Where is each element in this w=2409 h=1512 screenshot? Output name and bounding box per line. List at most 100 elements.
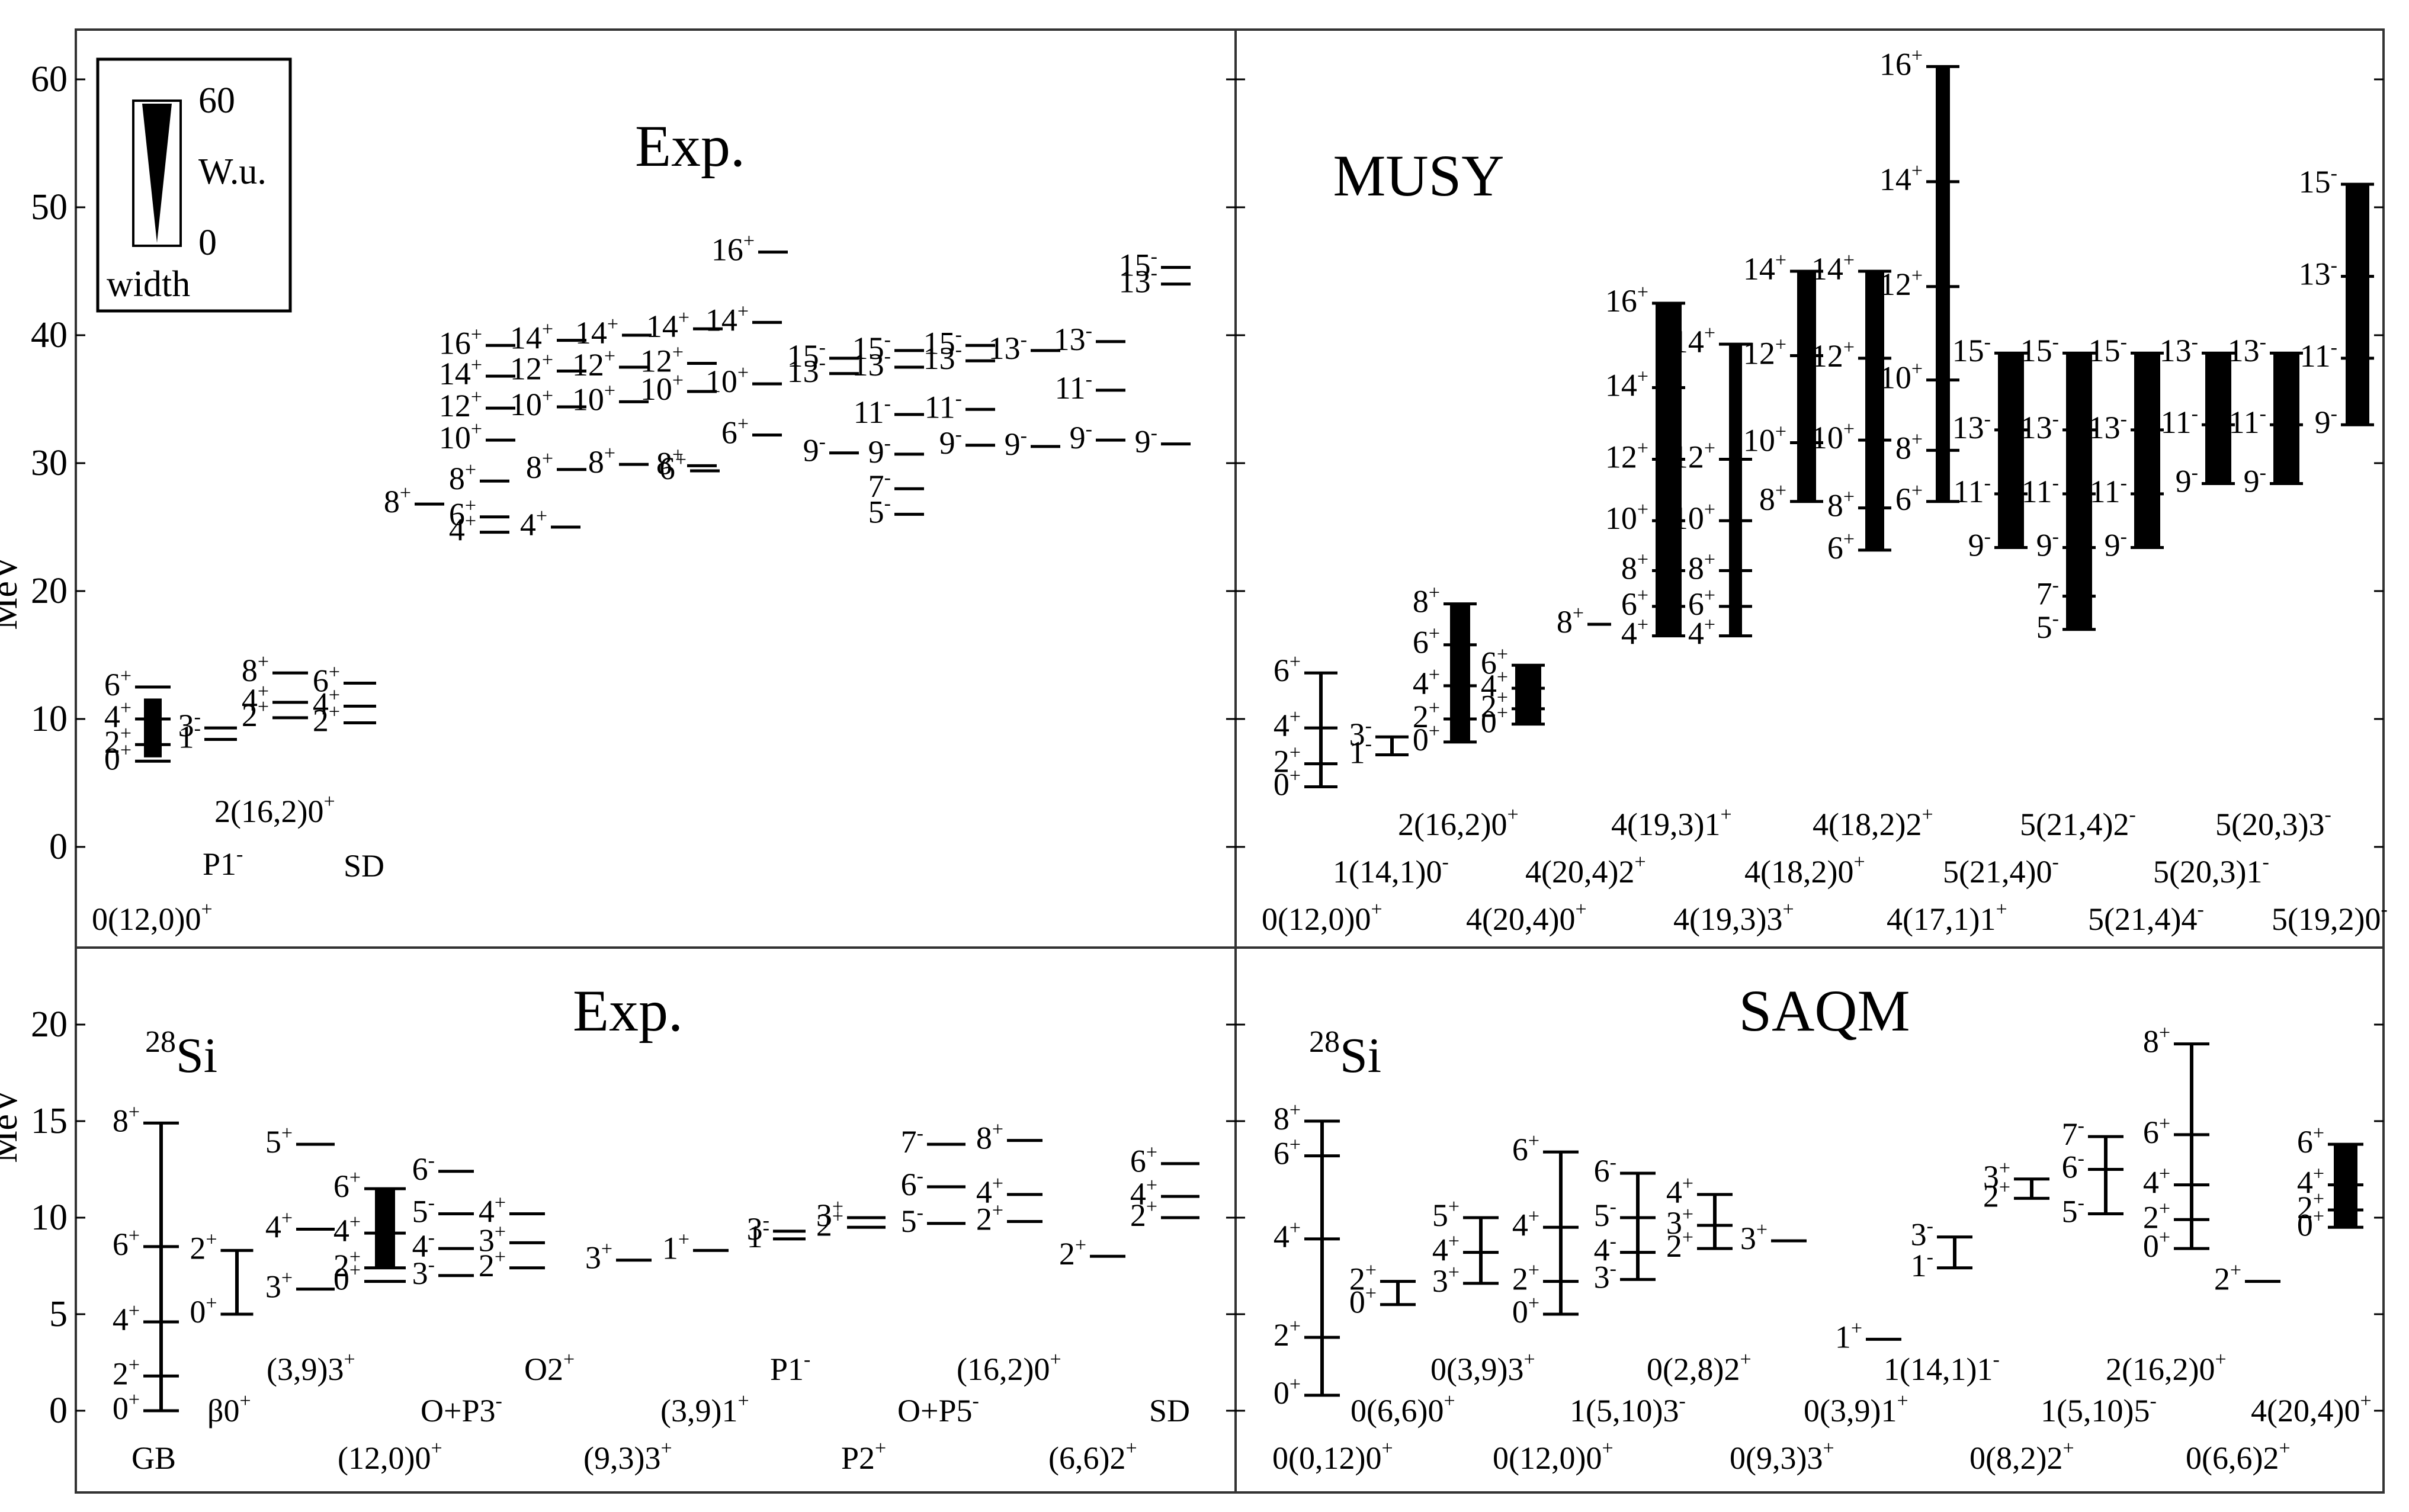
bl-band8-level-label: 1- [747,1217,769,1254]
bl-band2-level-label: 5+ [265,1122,293,1160]
tr-band0-level-label: 0+ [1274,765,1301,802]
tr-band14-band-label: 5(20,3)3- [2215,804,2331,842]
br-band13-band-label: 4(20,4)0+ [2251,1390,2372,1428]
bl-band11-level-label: 4+ [976,1173,1003,1210]
tr-band8-level-label: 8+ [1827,486,1855,524]
br-band5-level-label: 2+ [1666,1227,1693,1264]
bl-band0-level-label: 6+ [113,1225,140,1262]
tr-band5-band-label: 4(19,3)1+ [1611,804,1732,842]
bl-band3-level-label: 6+ [333,1167,361,1204]
bl-tick-label: 15 [31,1101,68,1141]
panel-bottom-right: SAQM28Si0+2+4+6+8+0(0,12)0+0+2+0(6,6)0+3… [1236,978,2384,1476]
tr-band2-level-label: 8+ [1413,582,1440,619]
br-band4-level-label: 4- [1594,1231,1616,1268]
tl-hs-level-label: 9- [1005,425,1027,462]
tl-tick-label: 50 [31,187,68,227]
tr-band2-band-label: 2(16,2)0+ [1398,804,1519,842]
legend-wedge-icon [142,104,172,243]
tr-band2-level-label: 0+ [1413,720,1440,757]
br-band0-level-label: 0+ [1274,1373,1301,1411]
bl-band5-level-label: 3+ [479,1221,506,1258]
tl-sd-level-label: 2+ [313,701,340,738]
bl-band0-level-label: 2+ [113,1354,140,1391]
tr-band1-level-label: 3- [1349,715,1372,752]
bl-band0-level-label: 4+ [113,1300,140,1337]
bl-band4-level-label: 5- [412,1192,435,1229]
tr-band9-level-label: 6+ [1895,480,1923,517]
br-band4-level-label: 6- [1594,1151,1616,1189]
bl-band3-level-label: 2+ [333,1246,361,1283]
tr-band5-level-label: 10+ [1605,499,1648,536]
br-band6-level-label: 3+ [1740,1219,1768,1256]
tr-band13-level-label: 9- [2176,462,2198,499]
tl-hs-level-label: 16+ [711,230,755,268]
br-band11-level-label: 4+ [2143,1163,2170,1200]
tl-hs-level-label: 12+ [439,386,482,423]
br-band5-level-label: 3+ [1666,1203,1693,1241]
tr-band11-level-label: 5- [2036,608,2059,645]
tl-gb-width-bar [144,698,162,757]
tl-hs-level-label: 13- [852,345,891,383]
bl-band3-level-label: 4+ [333,1211,361,1248]
tl-hs-level-label: 8+ [449,459,476,496]
br-band3-level-label: 2+ [1512,1260,1539,1297]
tl-hs-level-label: 15- [852,329,891,366]
tr-band10-band-label: 5(21,4)0- [1943,851,2059,890]
br-band6-band-label: 0(9,3)3+ [1730,1437,1834,1476]
tr-band12-band-label: 5(21,4)4- [2088,898,2204,937]
tl-gb-band-label: 0(12,0)0+ [92,898,213,937]
bl-band4-level-label: 3- [412,1254,435,1291]
tl-tick-label: 10 [31,699,68,739]
tl-hs-level-label: 10+ [705,362,749,399]
outer-frame [75,28,2385,1494]
br-band3-level-label: 0+ [1512,1292,1539,1330]
bl-band0-level-label: 8+ [113,1101,140,1138]
br-band10-band-label: 1(5,10)5- [2041,1390,2157,1428]
bl-band5-band-label: O2+ [524,1349,575,1387]
tr-band9-band-label: 4(17,1)1+ [1887,898,2007,937]
br-band0-level-label: 8+ [1274,1099,1301,1137]
tl-sd-band-label: SD [344,848,384,884]
tl-hs-level-label: 16+ [439,323,482,361]
tl-tick-label: 40 [31,315,68,355]
tr-band6-level-label: 4+ [1688,614,1715,651]
bl-band12-band-label: (6,6)2+ [1048,1437,1137,1476]
bl-band7-level-label: 1+ [662,1228,689,1266]
bl-band13-level-label: 6+ [1130,1142,1157,1179]
br-title: SAQM [1739,978,1910,1044]
tr-band5-width-bar [1656,303,1682,636]
bl-band3-level-label: 0+ [333,1260,361,1297]
tr-band3-level-label: 0+ [1481,702,1508,740]
tr-band8-level-label: 12+ [1811,336,1855,374]
tr-band9-width-bar [1936,66,1950,502]
tl-hs-level-label: 8+ [656,444,684,481]
br-band8-level-label: 3- [1911,1215,1933,1253]
br-band0-level-label: 2+ [1274,1315,1301,1353]
tl-hs-level-label: 8+ [384,482,411,519]
tl-hs-level-label: 9- [868,432,891,470]
tl-hs-level-label: 15- [923,323,962,361]
tl-hs-level-label: 14+ [705,300,749,338]
tr-band12-level-label: 9- [2105,526,2127,563]
tr-band5-level-label: 12+ [1605,438,1648,475]
tr-band10-level-label: 11- [1953,472,1991,509]
tl-162-level-label: 4+ [242,680,269,718]
tr-band13-band-label: 5(20,3)1- [2153,851,2269,890]
tr-band14-level-label: 9- [2244,462,2266,499]
tr-band0-band-label: 0(12,0)0+ [1262,898,1382,937]
tl-hs-level-label: 8+ [588,442,615,480]
legend-label: width [107,264,190,304]
bl-band8-band-label: P1- [770,1349,810,1387]
tl-hs-level-label: 11- [1055,368,1092,406]
tr-band3-level-label: 6+ [1481,643,1508,680]
tr-band10-level-label: 15- [1952,331,1991,368]
tl-hs-level-label: 14+ [510,319,553,356]
tl-tick-label: 30 [31,443,68,483]
tl-hs-level-label: 15- [787,336,826,374]
br-band5-band-label: 0(2,8)2+ [1647,1349,1752,1387]
tl-hs-level-label: 15- [1119,246,1157,283]
tr-band11-level-label: 9- [2036,526,2059,563]
br-band8-level-label: 1- [1911,1246,1933,1283]
bl-band0-band-label: GB [131,1440,176,1476]
